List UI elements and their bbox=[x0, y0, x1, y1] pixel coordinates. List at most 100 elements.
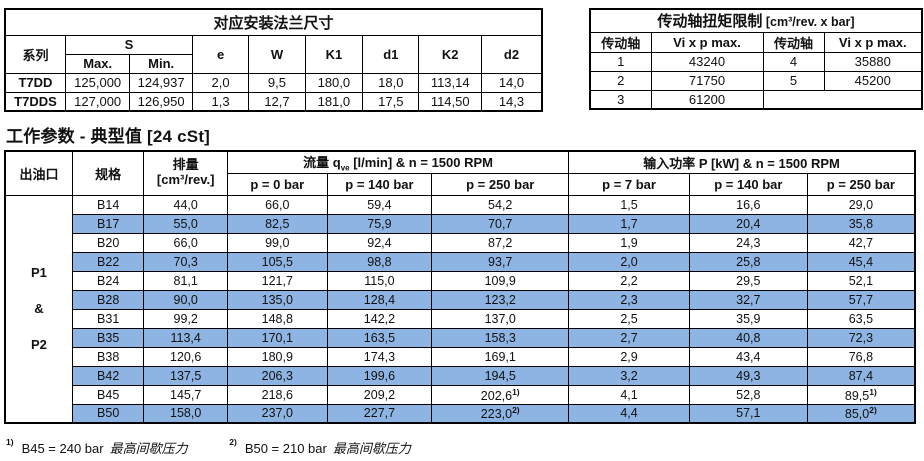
power-250bar-cell: 57,7 bbox=[806, 289, 916, 310]
torque-value-cell: 43240 bbox=[650, 51, 764, 72]
spec-cell: B38 bbox=[71, 346, 145, 367]
torque-row: 2 71750 5 45200 bbox=[589, 70, 923, 91]
params-row: B20 66,0 99,0 92,4 87,2 1,9 24,3 42,7 bbox=[5, 232, 916, 253]
flow-250bar-cell: 202,61) bbox=[431, 384, 570, 405]
power-7bar-cell: 4,1 bbox=[568, 384, 690, 405]
power-7bar-cell: 2,5 bbox=[568, 308, 690, 329]
power-7bar-cell: 4,4 bbox=[568, 403, 690, 424]
torque-value-cell: 35880 bbox=[823, 51, 923, 72]
flow-250bar-cell: 137,0 bbox=[431, 308, 570, 329]
power-7bar-cell: 1,9 bbox=[568, 232, 690, 253]
flow-0bar-cell: 82,5 bbox=[226, 213, 328, 234]
power-140bar-cell: 52,8 bbox=[688, 384, 808, 405]
flange-value-cell: 127,000 bbox=[64, 91, 131, 112]
flow-140bar-cell: 59,4 bbox=[326, 194, 433, 215]
flow-140bar-cell: 92,4 bbox=[326, 232, 433, 253]
power-7bar-cell: 2,0 bbox=[568, 251, 690, 272]
displacement-cell: 55,0 bbox=[143, 213, 228, 234]
flow-250bar-cell: 93,7 bbox=[431, 251, 570, 272]
flange-col-w: W bbox=[248, 34, 306, 74]
footnote-2-term: 最高间歇压力 bbox=[332, 441, 411, 456]
flange-value-cell: 126,950 bbox=[129, 91, 193, 112]
params-row: B22 70,3 105,5 98,8 93,7 2,0 25,8 45,4 bbox=[5, 251, 916, 272]
footnote-1-text: B45 = 240 bar bbox=[21, 441, 104, 456]
spec-cell: B20 bbox=[71, 232, 145, 253]
power-7bar-cell: 1,5 bbox=[568, 194, 690, 215]
flange-value-cell: 180,0 bbox=[304, 72, 364, 93]
flow-140bar-cell: 227,7 bbox=[326, 403, 433, 424]
torque-title-unit: [cm³/rev. x bar] bbox=[762, 15, 855, 30]
footnote-2-marker: 2) bbox=[229, 437, 237, 447]
footnote-2-text: B50 = 210 bar bbox=[244, 441, 327, 456]
flange-series-cell: T7DDS bbox=[4, 91, 66, 112]
power-250bar-cell: 87,4 bbox=[806, 365, 916, 386]
flow-250bar-cell: 123,2 bbox=[431, 289, 570, 310]
power-140bar-cell: 32,7 bbox=[688, 289, 808, 310]
power-250bar-cell: 63,5 bbox=[806, 308, 916, 329]
flange-col-series: 系列 bbox=[4, 34, 66, 74]
spec-cell: B50 bbox=[71, 403, 145, 424]
displacement-cell: 81,1 bbox=[143, 270, 228, 291]
power-col-7bar: p = 7 bar bbox=[568, 172, 690, 196]
flange-value-cell: 1,3 bbox=[191, 91, 250, 112]
flange-row: T7DDS 127,000 126,950 1,3 12,7 181,0 17,5 114,5… bbox=[4, 91, 543, 112]
power-140bar-cell: 25,8 bbox=[688, 251, 808, 272]
params-header-row-2: p = 0 bar p = 140 bar p = 250 bar p = 7 … bbox=[5, 172, 916, 196]
flow-140bar-cell: 115,0 bbox=[326, 270, 433, 291]
flange-value-cell: 124,937 bbox=[129, 72, 193, 93]
flow-140bar-cell: 209,2 bbox=[326, 384, 433, 405]
flow-0bar-cell: 218,6 bbox=[226, 384, 328, 405]
flange-value-cell: 181,0 bbox=[304, 91, 364, 112]
flange-title-row: 对应安装法兰尺寸 bbox=[4, 8, 543, 36]
torque-row: 1 43240 4 35880 bbox=[589, 51, 923, 72]
outlet-label: P1 & P2 bbox=[6, 196, 71, 422]
torque-col-shaft-1: 传动轴 bbox=[589, 31, 652, 53]
flange-row: T7DD 125,000 124,937 2,0 9,5 180,0 18,0 113,14 1… bbox=[4, 72, 543, 93]
footnote-ref: 2) bbox=[869, 405, 877, 416]
torque-shaft-cell: 3 bbox=[589, 89, 652, 110]
displacement-cell: 70,3 bbox=[143, 251, 228, 272]
footnote-ref: 1) bbox=[869, 386, 877, 397]
power-250bar-cell: 89,51) bbox=[806, 384, 916, 405]
power-250bar-cell: 72,3 bbox=[806, 327, 916, 348]
torque-shaft-cell: 4 bbox=[762, 51, 825, 72]
params-row: B31 99,2 148,8 142,2 137,0 2,5 35,9 63,5 bbox=[5, 308, 916, 329]
power-250bar-cell: 42,7 bbox=[806, 232, 916, 253]
spec-cell: B17 bbox=[71, 213, 145, 234]
power-col-140bar: p = 140 bar bbox=[688, 172, 808, 196]
params-row: B35 113,4 170,1 163,5 158,3 2,7 40,8 72,3 bbox=[5, 327, 916, 348]
displacement-cell: 137,5 bbox=[143, 365, 228, 386]
flow-140bar-cell: 142,2 bbox=[326, 308, 433, 329]
flow-header-suffix: [l/min] & n = 1500 RPM bbox=[349, 155, 493, 170]
flow-250bar-cell: 169,1 bbox=[431, 346, 570, 367]
power-140bar-cell: 40,8 bbox=[688, 327, 808, 348]
flange-col-e: e bbox=[191, 34, 250, 74]
power-7bar-cell: 2,3 bbox=[568, 289, 690, 310]
flow-col-250bar: p = 250 bar bbox=[431, 172, 570, 196]
power-7bar-cell: 2,7 bbox=[568, 327, 690, 348]
power-140bar-cell: 24,3 bbox=[688, 232, 808, 253]
footnotes: 1) B45 = 240 bar 最高间歇压力 2) B50 = 210 bar 最高间… bbox=[6, 437, 449, 457]
flange-col-d1: d1 bbox=[362, 34, 420, 74]
flow-250bar-cell: 158,3 bbox=[431, 327, 570, 348]
params-header-row-1: 出油口 规格 排量 [cm³/rev.] 流量 qve [l/min] & n … bbox=[4, 150, 916, 196]
footnote-2: 2) B50 = 210 bar 最高间歇压力 bbox=[229, 437, 411, 456]
flange-series-cell: T7DD bbox=[4, 72, 66, 93]
power-250bar-cell: 35,8 bbox=[806, 213, 916, 234]
flow-0bar-cell: 206,3 bbox=[226, 365, 328, 386]
params-row: P1 & P2 B14 44,0 66,0 59,4 54,2 1,5 16,6 29,0 bbox=[4, 194, 916, 424]
power-7bar-cell: 2,9 bbox=[568, 346, 690, 367]
spec-cell: B35 bbox=[71, 327, 145, 348]
torque-shaft-cell: 1 bbox=[589, 51, 652, 72]
params-row: B38 120,6 180,9 174,3 169,1 2,9 43,4 76,8 bbox=[5, 346, 916, 367]
flange-table-body: T7DD 125,000 124,937 2,0 9,5 180,0 18,0 113,14 1… bbox=[4, 72, 543, 112]
flow-header-subscript: ve bbox=[340, 163, 350, 173]
spec-cell: B24 bbox=[71, 270, 145, 291]
torque-empty-cell bbox=[762, 89, 923, 110]
outlet-label-line: P1 bbox=[31, 265, 47, 281]
flow-0bar-cell: 148,8 bbox=[226, 308, 328, 329]
torque-title-row: 传动轴扭矩限制 [cm³/rev. x bar] bbox=[589, 8, 923, 33]
flange-col-s-max: Max. bbox=[64, 53, 131, 74]
displacement-cell: 90,0 bbox=[143, 289, 228, 310]
power-7bar-cell: 1,7 bbox=[568, 213, 690, 234]
